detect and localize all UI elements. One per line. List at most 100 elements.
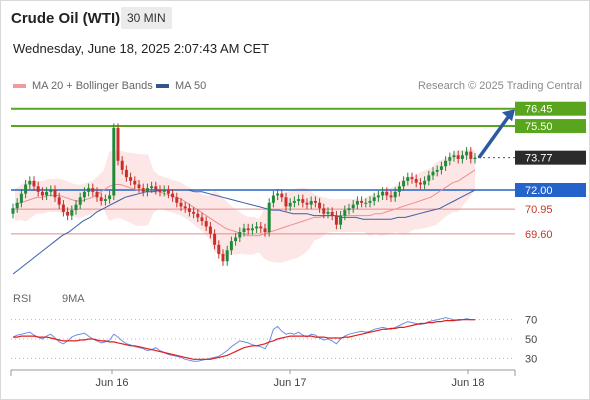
candle-body xyxy=(234,237,238,242)
candle-body xyxy=(460,155,464,159)
projection-arrow xyxy=(477,116,510,159)
candle-body xyxy=(36,186,40,192)
credit-text: Research © 2025 Trading Central xyxy=(417,80,582,92)
candle-body xyxy=(82,191,86,198)
rsi-ma-label: 9MA xyxy=(62,293,85,305)
candle-body xyxy=(309,200,313,205)
level-label-box xyxy=(515,119,586,134)
candle-body xyxy=(91,188,95,192)
candle-body xyxy=(187,208,191,212)
candle-body xyxy=(95,191,99,198)
candle-body xyxy=(53,190,57,198)
candle-body xyxy=(343,210,347,216)
candle-body xyxy=(45,191,49,196)
candle-body xyxy=(124,169,128,178)
legend-ma50: MA 50 xyxy=(156,80,206,92)
timeframe-button[interactable]: 30 MIN xyxy=(121,7,172,29)
candle-body xyxy=(112,127,116,196)
candle-body xyxy=(192,211,196,214)
ma50-label: MA 50 xyxy=(175,80,207,92)
instrument-title: Crude Oil (WTI) xyxy=(11,10,121,27)
x-tick-label: Jun 16 xyxy=(95,377,128,389)
candle-body xyxy=(137,184,141,189)
candle-body xyxy=(158,190,162,192)
candle-body xyxy=(250,228,254,231)
candle-body xyxy=(150,186,154,189)
candle-body xyxy=(166,190,170,194)
candle-body xyxy=(263,228,267,233)
rsi-label: RSI xyxy=(13,293,32,305)
candle-body xyxy=(221,253,225,262)
candle-body xyxy=(70,210,74,216)
candle-body xyxy=(418,182,422,185)
candle-body xyxy=(28,180,32,185)
level-label-box xyxy=(515,150,586,165)
rsi-line xyxy=(12,317,475,362)
candle-body xyxy=(61,204,65,212)
level-label: 72.00 xyxy=(525,185,553,197)
candle-body xyxy=(330,211,334,216)
candle-body xyxy=(171,193,175,198)
candle-body xyxy=(372,197,376,201)
candle-body xyxy=(473,157,477,159)
datetime-label: Wednesday, June 18, 2025 2:07:43 AM CET xyxy=(13,41,270,56)
candle-body xyxy=(414,179,418,183)
candle-body xyxy=(57,197,61,205)
candle-body xyxy=(301,199,305,203)
candle-body xyxy=(154,186,158,190)
level-label-box xyxy=(515,101,586,116)
candle-body xyxy=(448,157,452,161)
candle-body xyxy=(204,221,208,227)
candle-body xyxy=(40,191,44,196)
candle-body xyxy=(393,191,397,198)
candle-body xyxy=(238,232,242,238)
candle-body xyxy=(24,184,28,194)
candle-body xyxy=(145,188,149,192)
candle-body xyxy=(339,215,343,225)
candle-body xyxy=(389,195,393,198)
candle-body xyxy=(284,197,288,207)
candle-body xyxy=(162,190,166,192)
legend-bb: MA 20 + Bollinger Bands xyxy=(13,80,153,92)
candle-body xyxy=(213,233,217,245)
candle-body xyxy=(175,197,179,203)
candle-body xyxy=(66,211,70,216)
candle-body xyxy=(313,200,317,203)
candle-body xyxy=(456,155,460,159)
candle-body xyxy=(465,151,469,156)
candle-body xyxy=(225,250,229,262)
candle-body xyxy=(469,151,473,159)
candle-body xyxy=(376,195,380,198)
candle-body xyxy=(397,186,401,192)
candle-body xyxy=(217,244,221,254)
level-label: 75.50 xyxy=(525,121,553,133)
candle-body xyxy=(351,204,355,209)
level-label: 73.77 xyxy=(525,153,553,165)
candle-body xyxy=(183,206,187,209)
bb-label: MA 20 + Bollinger Bands xyxy=(32,80,153,92)
candle-body xyxy=(326,211,330,214)
candle-body xyxy=(49,190,53,192)
candle-body xyxy=(259,226,263,229)
candle-body xyxy=(246,228,250,231)
candle-body xyxy=(318,202,322,209)
candle-body xyxy=(452,155,456,158)
level-label: 69.60 xyxy=(525,229,553,241)
x-tick-label: Jun 18 xyxy=(451,377,484,389)
rsi-ma-line xyxy=(13,319,475,360)
rsi-tick-label: 30 xyxy=(525,353,537,365)
candle-body xyxy=(200,217,204,222)
candle-body xyxy=(355,200,359,205)
candle-body xyxy=(406,177,410,181)
candle-body xyxy=(322,208,326,214)
candle-body xyxy=(255,226,259,229)
legend-rsi-ma: 9MA xyxy=(62,293,85,305)
candle-body xyxy=(439,166,443,170)
candle-body xyxy=(196,213,200,218)
legend-rsi: RSI xyxy=(13,293,31,305)
candle-body xyxy=(15,202,19,209)
candle-body xyxy=(292,200,296,203)
candle-body xyxy=(208,226,212,234)
projection-arrowhead xyxy=(502,109,515,122)
